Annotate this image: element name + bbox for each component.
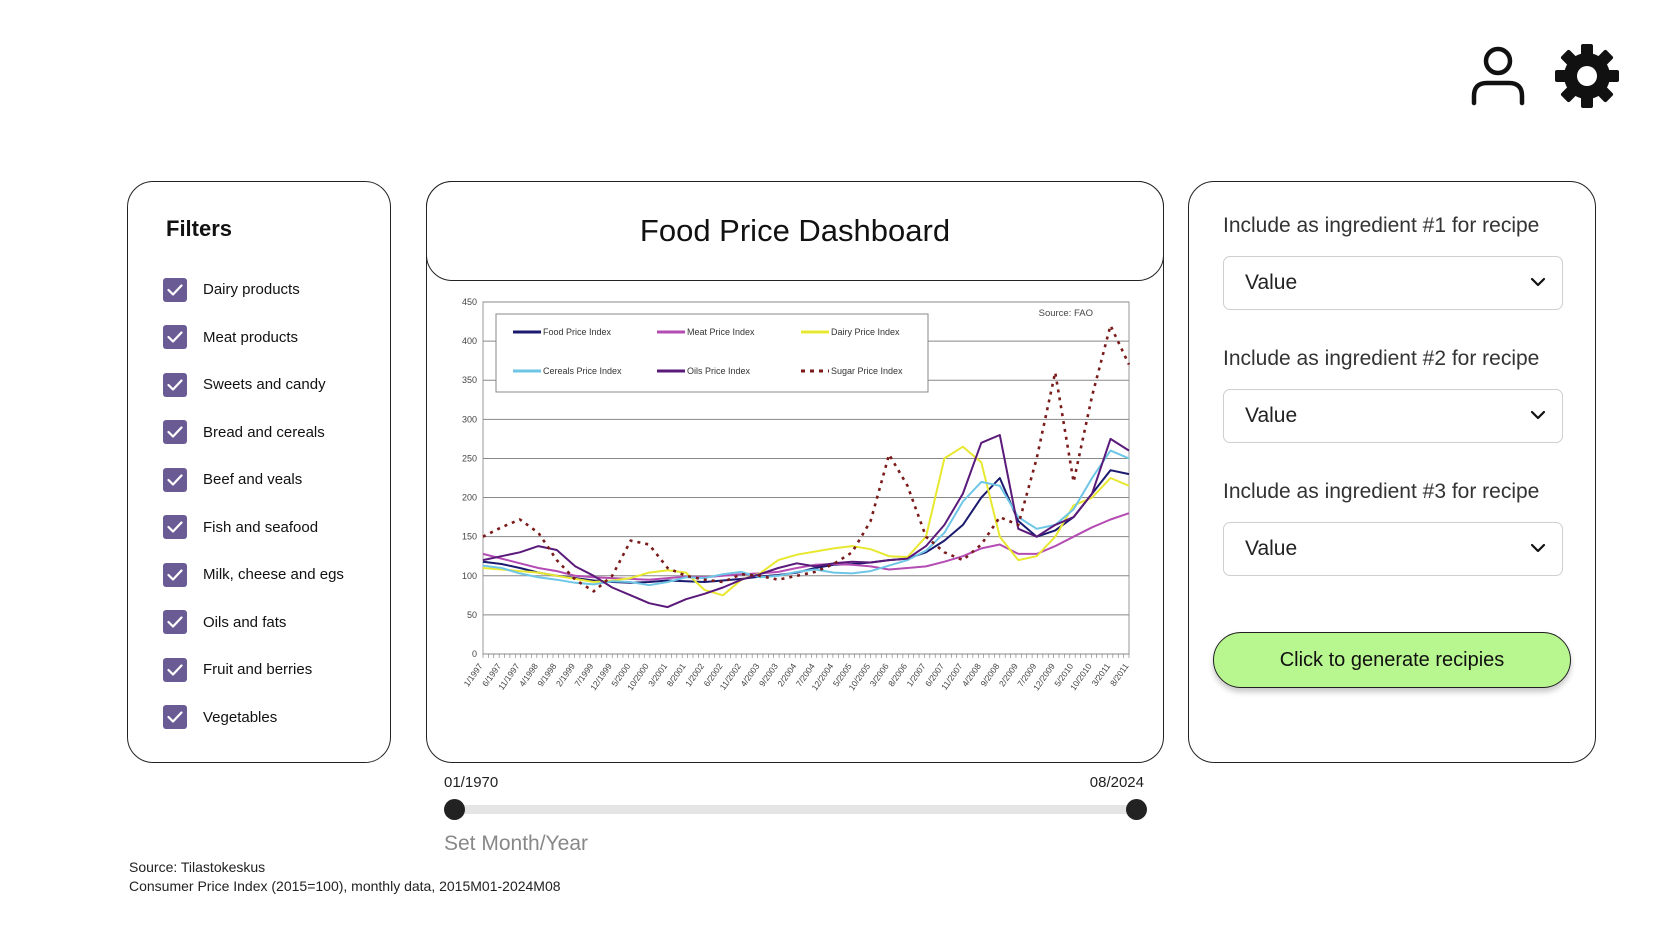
checkbox-checked-icon[interactable] — [163, 372, 187, 397]
legend-label: Cereals Price Index — [543, 366, 622, 376]
filter-label: Sweets and candy — [203, 376, 326, 394]
range-end-label: 08/2024 — [1089, 774, 1144, 791]
range-caption: Set Month/Year — [444, 832, 588, 855]
filter-item[interactable]: Oils and fats — [163, 599, 344, 647]
checkbox-checked-icon[interactable] — [163, 610, 187, 635]
y-tick-label: 200 — [462, 493, 477, 503]
legend-label: Oils Price Index — [687, 366, 751, 376]
checkbox-checked-icon[interactable] — [163, 277, 187, 302]
chevron-down-icon — [1530, 540, 1546, 558]
ingredient-1-label: Include as ingredient #1 for recipe — [1223, 214, 1540, 237]
filter-item[interactable]: Fruit and berries — [163, 646, 344, 694]
generate-recipes-button[interactable]: Click to generate recipies — [1213, 632, 1571, 688]
range-track[interactable] — [454, 805, 1136, 814]
chart-panel: Food Price Dashboard 0 50 100 150 200 250 300 3… — [426, 181, 1164, 763]
checkbox-checked-icon[interactable] — [163, 467, 187, 492]
y-tick-label: 350 — [462, 375, 477, 385]
legend-label: Meat Price Index — [687, 327, 755, 337]
y-tick-label: 250 — [462, 453, 477, 463]
range-start-label: 01/1970 — [444, 774, 499, 791]
filter-item[interactable]: Bread and cereals — [163, 409, 344, 457]
y-tick-label: 150 — [462, 532, 477, 542]
filter-label: Fruit and berries — [203, 661, 313, 679]
ingredient-2-value: Value — [1245, 404, 1298, 427]
gear-icon[interactable] — [1553, 42, 1621, 110]
checkbox-checked-icon[interactable] — [163, 657, 187, 682]
ingredient-2-label: Include as ingredient #2 for recipe — [1223, 347, 1540, 370]
series-line — [482, 445, 1130, 597]
filter-item[interactable]: Vegetables — [163, 694, 344, 742]
source-line: Source: Tilastokeskus — [129, 859, 266, 875]
filters-title: Filters — [166, 216, 233, 241]
checkbox-checked-icon[interactable] — [163, 705, 187, 730]
date-range-slider: 01/1970 08/2024 Set Month/Year — [443, 770, 1147, 860]
filter-label: Fish and seafood — [203, 518, 319, 536]
filter-label: Oils and fats — [203, 613, 287, 631]
ingredient-3-value: Value — [1245, 537, 1298, 560]
filter-item[interactable]: Dairy products — [163, 266, 344, 314]
legend-label: Sugar Price Index — [831, 366, 903, 376]
ingredient-3-select[interactable]: Value — [1223, 522, 1563, 576]
y-tick-label: 100 — [462, 571, 477, 581]
filter-label: Meat products — [203, 328, 299, 346]
y-tick-label: 0 — [472, 649, 477, 659]
filter-label: Vegetables — [203, 708, 278, 726]
filter-item[interactable]: Beef and veals — [163, 456, 344, 504]
chevron-down-icon — [1530, 407, 1546, 425]
ingredient-1-select[interactable]: Value — [1223, 256, 1563, 310]
series-line — [482, 449, 1130, 587]
series-line — [482, 434, 1130, 609]
chevron-down-icon — [1530, 274, 1546, 292]
filter-item[interactable]: Meat products — [163, 314, 344, 362]
recipe-panel: Include as ingredient #1 for recipe Valu… — [1188, 181, 1596, 763]
filter-item[interactable]: Milk, cheese and egs — [163, 551, 344, 599]
y-tick-label: 300 — [462, 414, 477, 424]
x-tick-label: 8/2011 — [1108, 661, 1131, 688]
ingredient-2-select[interactable]: Value — [1223, 389, 1563, 443]
legend-label: Dairy Price Index — [831, 327, 900, 337]
y-tick-label: 50 — [467, 610, 477, 620]
checkbox-checked-icon[interactable] — [163, 515, 187, 540]
source-description: Consumer Price Index (2015=100), monthly… — [129, 878, 561, 894]
filter-list: Dairy products Meat products Sweets and ca… — [163, 266, 344, 741]
checkbox-checked-icon[interactable] — [163, 562, 187, 587]
filter-label: Milk, cheese and egs — [203, 566, 344, 584]
y-tick-label: 450 — [462, 297, 477, 307]
chart-source-note: Source: FAO — [1039, 308, 1093, 319]
filter-label: Beef and veals — [203, 471, 303, 489]
ingredient-1-value: Value — [1245, 271, 1298, 294]
filters-panel: Filters Dairy products Meat products Sweet… — [127, 181, 391, 763]
ingredient-3-label: Include as ingredient #3 for recipe — [1223, 480, 1540, 503]
chart-header: Food Price Dashboard — [426, 181, 1164, 281]
filter-label: Dairy products — [203, 281, 300, 299]
filter-item[interactable]: Sweets and candy — [163, 361, 344, 409]
source-note: Source: Tilastokeskus Consumer Price Ind… — [129, 858, 561, 896]
chart-legend — [495, 313, 929, 393]
checkbox-checked-icon[interactable] — [163, 420, 187, 445]
filter-label: Bread and cereals — [203, 423, 325, 441]
y-tick-label: 400 — [462, 336, 477, 346]
series-line — [482, 512, 1130, 581]
range-start-handle[interactable] — [443, 799, 465, 820]
food-price-chart: 0501001502002503003504004501/19976/19971… — [462, 297, 1131, 692]
page-title: Food Price Dashboard — [639, 213, 951, 248]
series-line — [482, 324, 1131, 593]
user-icon[interactable] — [1467, 44, 1529, 106]
filter-item[interactable]: Fish and seafood — [163, 504, 344, 552]
checkbox-checked-icon[interactable] — [163, 325, 187, 350]
range-end-handle[interactable] — [1125, 799, 1147, 820]
legend-label: Food Price Index — [543, 327, 612, 337]
